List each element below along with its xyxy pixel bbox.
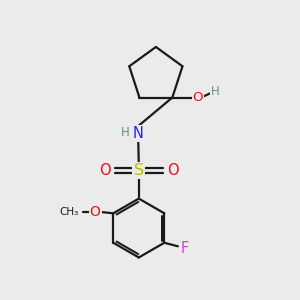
Text: H: H (121, 126, 130, 139)
Text: O: O (167, 163, 178, 178)
Text: N: N (133, 126, 144, 141)
Text: F: F (180, 241, 188, 256)
Text: CH₃: CH₃ (59, 207, 78, 217)
Text: O: O (193, 91, 203, 104)
Text: S: S (134, 163, 144, 178)
Text: O: O (99, 163, 111, 178)
Text: H: H (211, 85, 220, 98)
Text: O: O (90, 205, 101, 219)
